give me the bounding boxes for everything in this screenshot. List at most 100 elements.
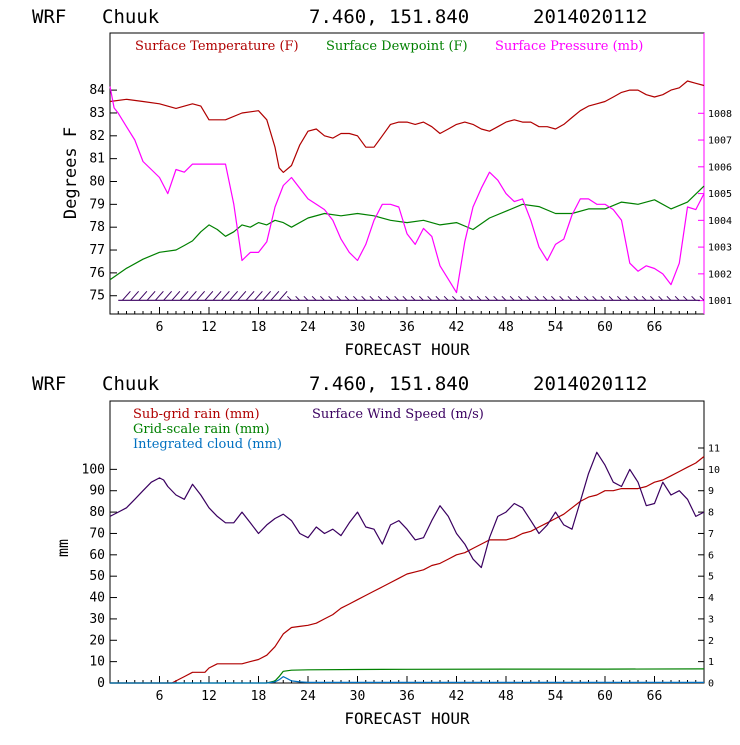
- y2-tick-label: 1007: [708, 136, 732, 147]
- legend-surface-dewpoint: Surface Dewpoint (F): [326, 39, 468, 54]
- wind-barb: [245, 290, 255, 301]
- legend-surface-temperature: Surface Temperature (F): [135, 39, 299, 54]
- wind-barb: [608, 295, 614, 301]
- header-init-time: 2014020112: [533, 6, 647, 28]
- wind-barb: [674, 295, 680, 301]
- wind-barb: [435, 295, 441, 301]
- y2-tick-label: 3: [708, 614, 714, 625]
- legend-gridscale-rain: Grid-scale rain (mm): [133, 422, 270, 437]
- series-line-integrated-cloud: [110, 675, 704, 684]
- y-axis-label-1: Degrees F: [61, 127, 81, 219]
- header-coords: 7.460, 151.840: [309, 373, 469, 395]
- wind-barb: [163, 290, 172, 301]
- wind-barb: [641, 295, 647, 301]
- wind-barb: [485, 295, 490, 301]
- wind-barb: [237, 290, 247, 301]
- x-tick-label: 30: [350, 320, 366, 335]
- x-axis-ticks-2: 6 12 18 24 30 36 42 48 54 60 66: [117, 676, 697, 704]
- x-tick-label: 48: [498, 689, 514, 704]
- y2-tick-label: 11: [708, 444, 720, 455]
- wind-barb: [650, 295, 655, 301]
- x-tick-label: 12: [201, 320, 217, 335]
- wind-barb: [666, 295, 672, 301]
- wind-barb: [262, 290, 271, 301]
- wind-barb: [518, 295, 523, 301]
- wind-barb: [501, 295, 507, 301]
- wind-barb: [633, 295, 639, 301]
- wind-barb: [658, 295, 663, 301]
- series-line-surface-pressure: [109, 86, 705, 294]
- wind-barb: [254, 290, 263, 301]
- y-tick-label: 77: [89, 243, 105, 258]
- y2-tick-label: 5: [708, 572, 714, 583]
- wind-barb: [386, 295, 391, 301]
- wind-barb: [691, 295, 696, 301]
- wind-barb: [468, 295, 474, 301]
- y2-axis-ticks-2: 0 1 2 3 4 5 6 7 8 9 10 11: [698, 444, 720, 690]
- y2-tick-label: 0: [708, 679, 714, 690]
- y-tick-label: 75: [89, 289, 105, 304]
- wind-barb: [699, 295, 705, 301]
- series-lines-1: [109, 80, 705, 294]
- x-tick-label: 36: [399, 689, 415, 704]
- header-init-time: 2014020112: [533, 373, 647, 395]
- wind-barb: [344, 295, 350, 301]
- x-tick-label: 24: [300, 320, 316, 335]
- x-tick-label: 60: [597, 689, 613, 704]
- y2-tick-label: 1006: [708, 162, 732, 173]
- wind-barb: [567, 295, 573, 301]
- wind-barb: [683, 295, 688, 301]
- y2-tick-label: 1005: [708, 189, 732, 200]
- header-model: WRF: [32, 373, 66, 395]
- wind-barb: [138, 290, 148, 301]
- y-tick-label: 76: [89, 266, 105, 281]
- x-tick-label: 60: [597, 320, 613, 335]
- y-axis-label-2: mm: [54, 539, 72, 557]
- wind-barb: [509, 295, 515, 301]
- wind-barb: [270, 290, 280, 301]
- y-tick-label: 20: [89, 633, 105, 648]
- y-tick-label: 50: [89, 569, 105, 584]
- wind-barb: [625, 295, 630, 301]
- wind-barb: [542, 295, 548, 301]
- y2-tick-label: 1004: [708, 216, 732, 227]
- y-tick-label: 30: [89, 612, 105, 627]
- wind-barb: [155, 290, 164, 301]
- y2-tick-label: 7: [708, 529, 714, 540]
- x-tick-label: 36: [399, 320, 415, 335]
- wind-barb: [278, 290, 288, 301]
- wind-barb: [188, 290, 197, 301]
- x-axis-label-1: FORECAST HOUR: [344, 340, 470, 359]
- x-tick-label: 66: [647, 689, 663, 704]
- x-axis-label-2: FORECAST HOUR: [344, 709, 470, 728]
- y-tick-label: 100: [82, 462, 105, 477]
- wind-barb: [419, 295, 424, 301]
- legend-integrated-cloud: Integrated cloud (mm): [133, 437, 282, 452]
- wind-barb: [353, 295, 358, 301]
- wind-barb: [584, 295, 589, 301]
- x-tick-label: 12: [201, 689, 217, 704]
- wind-barb: [600, 295, 606, 301]
- wind-barb: [229, 290, 238, 301]
- series-line-sub-grid-rain: [110, 456, 705, 684]
- x-tick-label: 48: [498, 320, 514, 335]
- y2-tick-label: 8: [708, 508, 714, 519]
- x-tick-label: 54: [548, 689, 564, 704]
- wind-barb: [196, 290, 205, 301]
- panel-temperature: WRF Chuuk 7.460, 151.840 2014020112 6 12 1…: [32, 6, 732, 359]
- wind-barbs: [118, 290, 705, 301]
- wind-barb: [452, 295, 457, 301]
- y2-tick-label: 1003: [708, 243, 732, 254]
- legend-surface-pressure: Surface Pressure (mb): [495, 39, 643, 54]
- y-tick-label: 40: [89, 591, 105, 606]
- wind-barb: [146, 290, 156, 301]
- wind-barb: [402, 295, 408, 301]
- y-tick-label: 84: [89, 83, 105, 98]
- x-tick-label: 42: [449, 320, 465, 335]
- wind-barb: [526, 295, 531, 301]
- x-tick-label: 42: [449, 689, 465, 704]
- wind-barb: [427, 295, 432, 301]
- series-line-surface-temperature: [109, 80, 705, 173]
